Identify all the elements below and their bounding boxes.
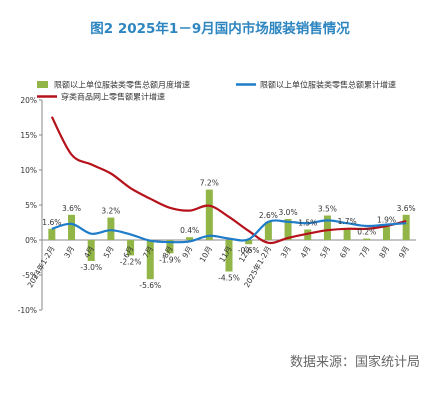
bar-data-label: 1.7% bbox=[338, 217, 357, 226]
bar-monthly bbox=[323, 215, 331, 240]
bar-data-label: 3.5% bbox=[318, 205, 337, 214]
bar-monthly bbox=[264, 221, 272, 240]
y-tick-label: -10% bbox=[18, 306, 37, 315]
legend-online-label: 穿类商品网上零售额累计增速 bbox=[61, 92, 165, 102]
bar-monthly bbox=[127, 240, 135, 256]
line-online-cumulative bbox=[50, 116, 407, 245]
x-tick-label: 9月 bbox=[397, 245, 411, 260]
legend-monthly-label: 限额以上单位服装类零售总额月度增速 bbox=[54, 80, 190, 90]
y-tick-label: 5% bbox=[25, 201, 37, 210]
bar-data-label: -0.6% bbox=[238, 246, 260, 255]
chart-title: 图2 2025年1－9月国内市场服装销售情况 bbox=[90, 20, 350, 37]
x-tick-label: 4月 bbox=[299, 245, 313, 260]
bar-data-label: 3.6% bbox=[62, 204, 81, 213]
y-tick-label: 10% bbox=[20, 166, 37, 175]
line-series bbox=[50, 116, 407, 245]
x-tick-label: 7月 bbox=[358, 245, 372, 260]
bar-monthly bbox=[87, 240, 95, 261]
bar-data-label: 1.6% bbox=[42, 218, 61, 227]
y-tick-label: 0% bbox=[25, 236, 37, 245]
x-tick-label: 2024年1-2月 bbox=[25, 244, 57, 289]
bar-monthly bbox=[225, 240, 233, 272]
bar-monthly bbox=[284, 219, 292, 240]
bar-monthly bbox=[245, 240, 253, 245]
y-tick-label: 15% bbox=[20, 131, 37, 140]
bar-monthly bbox=[343, 228, 351, 240]
bar-data-label: 3.0% bbox=[279, 208, 298, 217]
line-cumulative bbox=[51, 219, 407, 244]
bar-monthly bbox=[146, 240, 154, 280]
y-tick-label: -5% bbox=[22, 271, 37, 280]
bar-data-label: -5.6% bbox=[139, 281, 161, 290]
x-tick-label: 8月 bbox=[377, 245, 391, 260]
legend-cumulative-label: 限额以上单位服装类零售总额累计增速 bbox=[260, 80, 396, 90]
bar-monthly bbox=[48, 228, 56, 240]
bar-monthly bbox=[363, 238, 371, 240]
bar-data-label: -2.2% bbox=[120, 257, 142, 266]
data-source: 数据来源：国家统计局 bbox=[290, 354, 420, 370]
bar-monthly bbox=[166, 240, 174, 254]
bar-data-label: 7.2% bbox=[200, 179, 219, 188]
legend-bar-swatch bbox=[37, 81, 48, 88]
bar-monthly bbox=[186, 237, 194, 240]
bar-monthly bbox=[205, 189, 213, 240]
bar-monthly bbox=[68, 214, 76, 240]
bar-data-label: 3.2% bbox=[101, 207, 120, 216]
data-labels: 1.6%3.6%-3.0%3.2%-2.2%-5.6%-1.9%0.4%7.2%… bbox=[42, 179, 415, 291]
legend: 限额以上单位服装类零售总额月度增速 限额以上单位服装类零售总额累计增速 穿类商品… bbox=[37, 80, 396, 102]
bar-monthly bbox=[107, 217, 115, 240]
x-tick-label: 3月 bbox=[62, 245, 76, 260]
bar-data-label: 3.6% bbox=[397, 204, 416, 213]
bar-data-label: 0.2% bbox=[357, 228, 376, 237]
bar-data-label: 1.9% bbox=[377, 216, 396, 225]
bar-data-label: 1.5% bbox=[298, 219, 317, 228]
bar-data-label: -3.0% bbox=[80, 263, 102, 272]
x-tick-label: 3月 bbox=[279, 245, 293, 260]
x-tick-label: 6月 bbox=[338, 245, 352, 260]
bar-data-label: -4.5% bbox=[218, 274, 240, 283]
x-tick-label: 9月 bbox=[180, 245, 194, 260]
bar-monthly bbox=[402, 214, 410, 240]
bar-data-label: 2.6% bbox=[259, 211, 278, 220]
bar-monthly bbox=[382, 226, 390, 240]
bar-data-label: 0.4% bbox=[180, 226, 199, 235]
bar-data-label: -1.9% bbox=[159, 255, 181, 264]
x-tick-label: 10月 bbox=[198, 245, 214, 264]
x-tick-label: 5月 bbox=[318, 245, 332, 260]
x-tick-label: 5月 bbox=[102, 245, 116, 260]
bar-series bbox=[48, 189, 410, 280]
y-tick-label: 20% bbox=[20, 96, 37, 105]
